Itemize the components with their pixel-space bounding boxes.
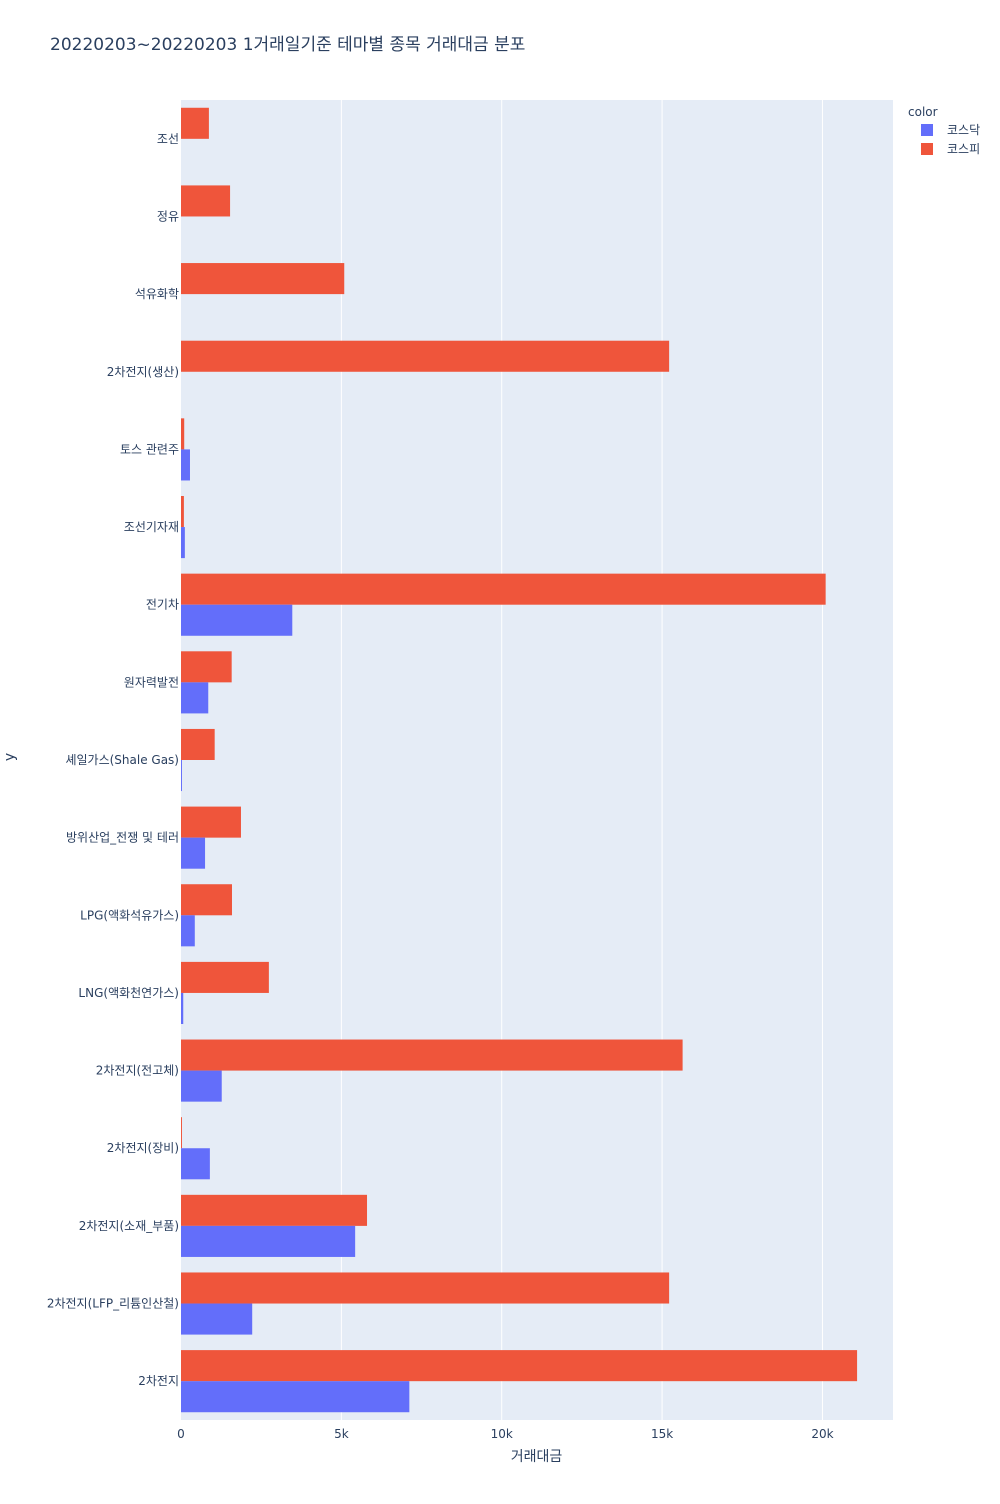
y-tick-label: 2차전지(LFP_리튬인산철)	[47, 1297, 179, 1311]
bar-kospi	[181, 1194, 368, 1226]
bar-kosdaq	[181, 682, 209, 714]
bar-kospi	[181, 884, 232, 916]
bar-kosdaq	[181, 1381, 410, 1413]
y-tick-label: 셰일가스(Shale Gas)	[65, 753, 179, 767]
x-tick-labels: 0 5k 10k 15k 20k	[177, 1427, 833, 1441]
y-tick-label: 2차전지(장비)	[107, 1141, 179, 1155]
bar-kospi	[181, 263, 345, 295]
bar-kosdaq	[181, 1303, 253, 1335]
legend-entry-label[interactable]: 코스피	[947, 142, 980, 156]
bar-kospi	[181, 961, 269, 993]
y-tick-label: 석유화학	[135, 287, 179, 301]
y-tick-label: 정유	[157, 209, 179, 223]
bar-kospi	[181, 107, 209, 139]
bar-kosdaq	[181, 1148, 210, 1180]
y-tick-label: 방위산업_전쟁 및 테러	[66, 831, 179, 845]
bar-kosdaq	[181, 449, 190, 481]
y-tick-label: LPG(액화석유가스)	[80, 908, 179, 922]
y-tick-label: 2차전지(소재_부품)	[79, 1219, 179, 1233]
bar-kosdaq	[181, 604, 293, 636]
y-axis-title: y	[2, 753, 18, 761]
legend-swatch[interactable]	[921, 143, 933, 155]
chart-title: 20220203~20220203 1거래일기준 테마별 종목 거래대금 분포	[50, 35, 525, 55]
x-tick-label: 15k	[651, 1427, 673, 1441]
x-axis-title: 거래대금	[511, 1449, 563, 1465]
bar-kosdaq	[181, 760, 182, 792]
y-tick-label: 2차전지	[138, 1374, 179, 1388]
bar-kospi	[181, 496, 184, 528]
bar-kospi	[181, 1350, 858, 1382]
bar-kospi	[181, 418, 185, 450]
bar-kospi	[181, 1039, 683, 1071]
bar-kosdaq	[181, 837, 206, 869]
y-tick-label: 전기차	[146, 598, 179, 612]
legend-entry-label[interactable]: 코스닥	[947, 123, 980, 137]
y-tick-label: 2차전지(전고체)	[96, 1064, 179, 1078]
bar-kospi	[181, 806, 241, 838]
x-tick-label: 0	[177, 1427, 185, 1441]
bars	[181, 107, 858, 1413]
y-tick-label: 2차전지(생산)	[107, 365, 179, 379]
bar-kospi	[181, 1117, 182, 1149]
bar-kosdaq	[181, 527, 185, 559]
bar-kospi	[181, 573, 826, 605]
bar-kosdaq	[181, 1070, 222, 1102]
bar-kospi	[181, 185, 231, 217]
bar-kosdaq	[181, 992, 184, 1024]
legend-swatch[interactable]	[921, 124, 933, 136]
bar-kosdaq	[181, 1225, 356, 1257]
bar-kosdaq	[181, 915, 195, 947]
x-tick-label: 5k	[334, 1427, 349, 1441]
bar-kospi	[181, 1272, 670, 1304]
bar-kospi	[181, 728, 215, 760]
bar-kospi	[181, 340, 670, 372]
x-tick-label: 20k	[811, 1427, 833, 1441]
y-tick-label: 조선	[157, 132, 179, 146]
y-tick-label: 원자력발전	[124, 675, 179, 689]
y-tick-label: 토스 관련주	[120, 442, 179, 456]
x-tick-label: 10k	[491, 1427, 513, 1441]
bar-kospi	[181, 651, 232, 683]
y-tick-label: LNG(액화천연가스)	[78, 985, 179, 1000]
y-tick-label: 조선기자재	[124, 520, 179, 534]
legend-title: color	[908, 105, 938, 119]
